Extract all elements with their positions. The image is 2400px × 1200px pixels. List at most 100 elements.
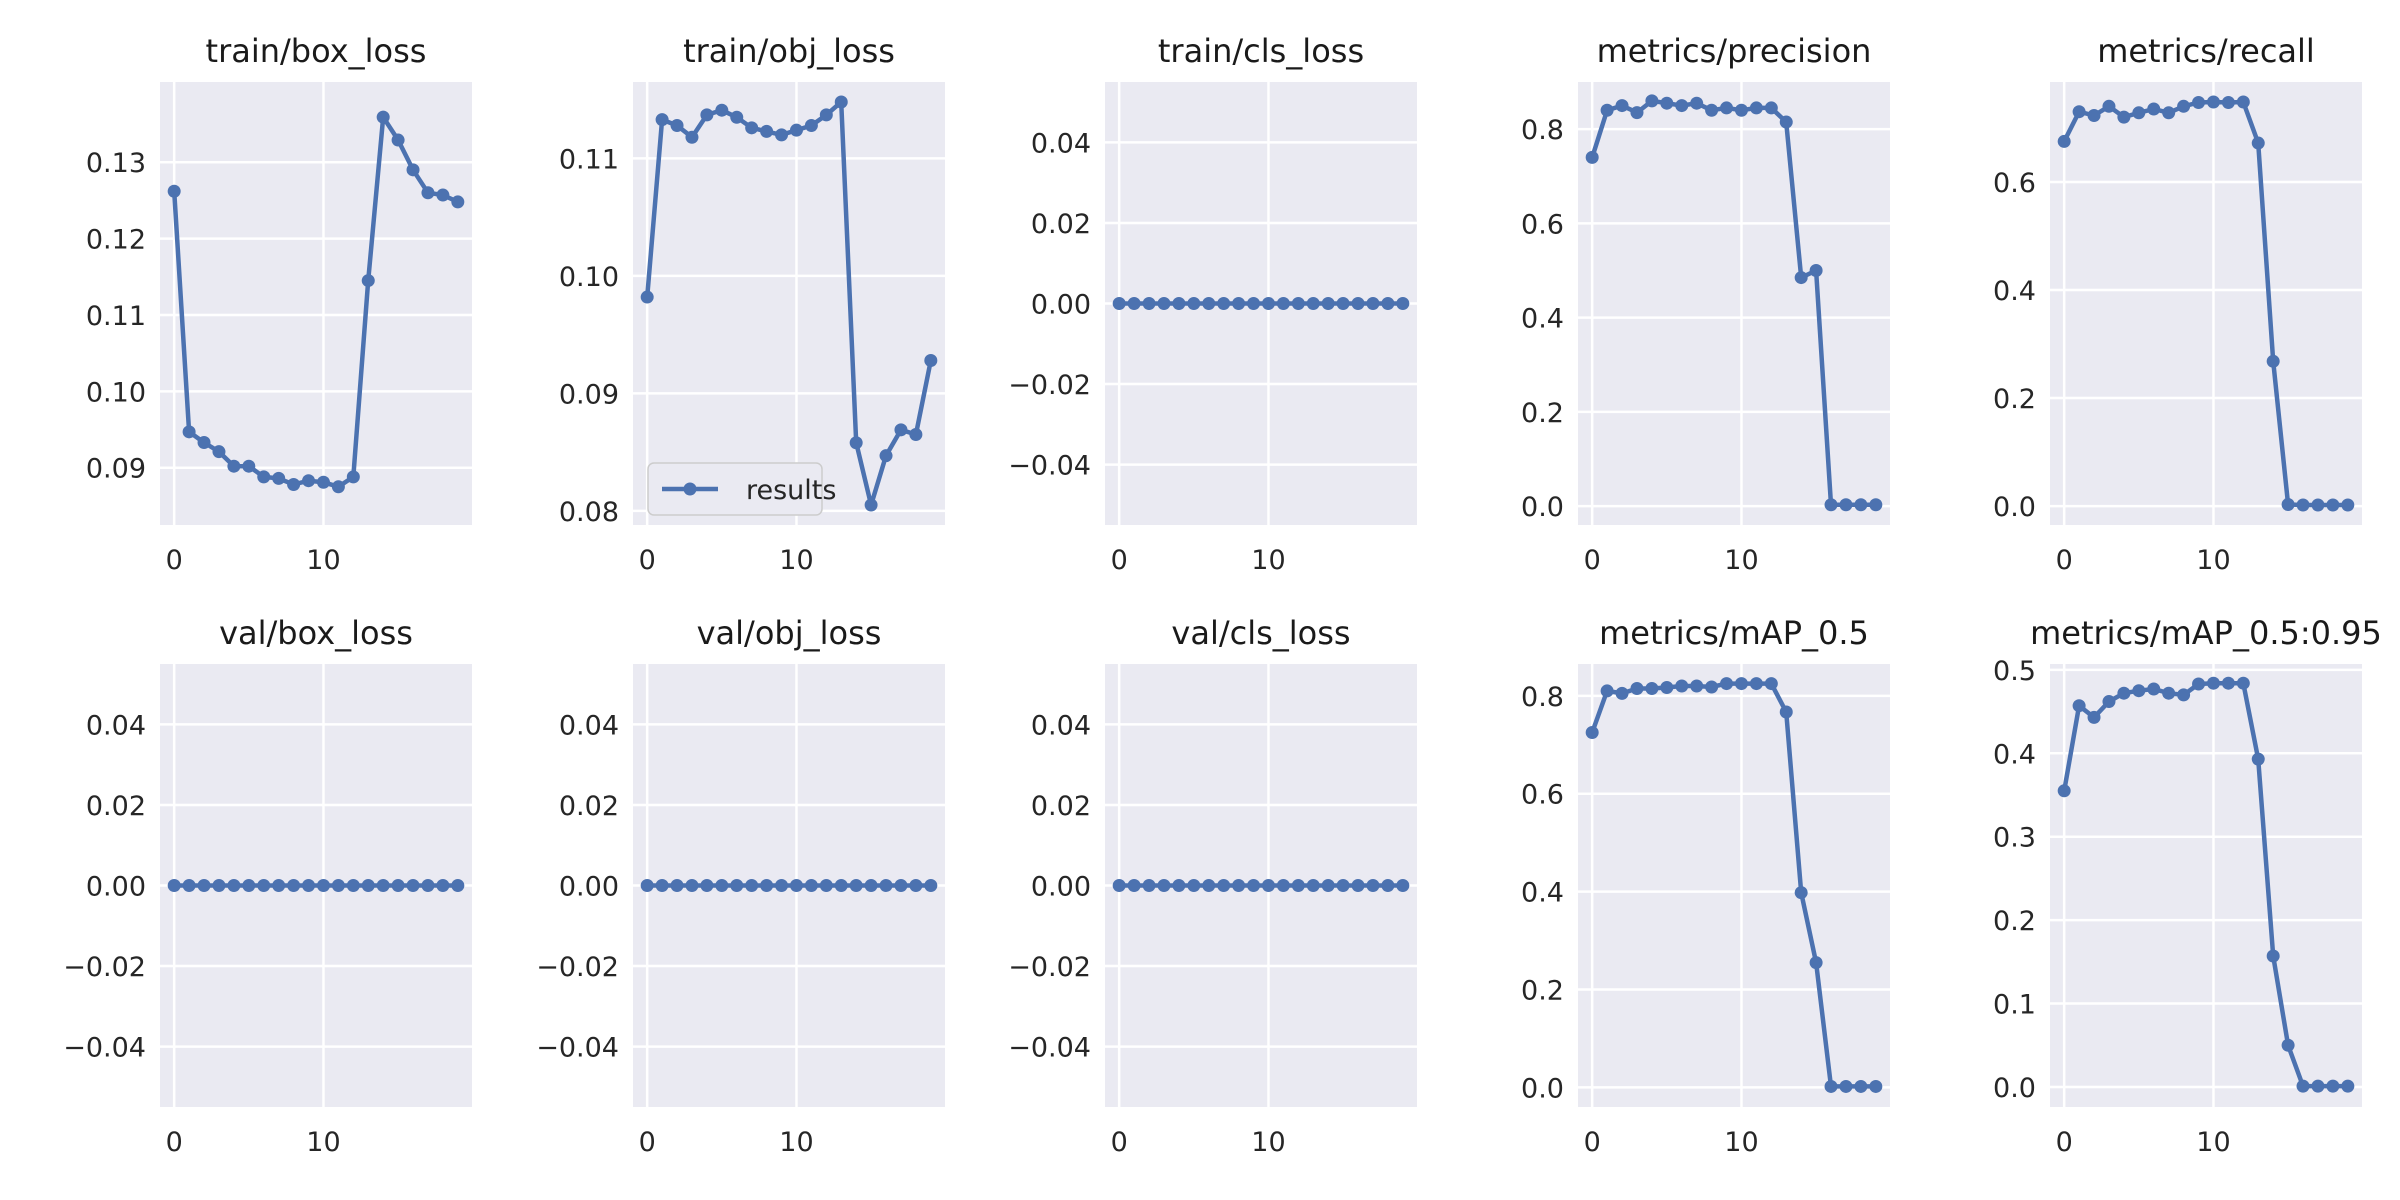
- data-point: [2251, 752, 2265, 766]
- data-point: [1396, 879, 1410, 892]
- data-point: [700, 879, 714, 892]
- data-point: [2177, 688, 2191, 702]
- data-point: [1585, 726, 1599, 740]
- data-point: [1869, 1079, 1883, 1093]
- data-point: [1276, 879, 1290, 892]
- data-point: [2117, 686, 2131, 700]
- data-point: [451, 195, 465, 209]
- y-tick-label: 0.12: [86, 225, 146, 256]
- data-point: [2206, 676, 2220, 690]
- data-point: [1217, 297, 1231, 310]
- data-point: [1127, 297, 1141, 310]
- data-point: [1705, 680, 1719, 694]
- data-point: [1720, 677, 1734, 691]
- data-point: [894, 879, 908, 892]
- data-point: [819, 108, 833, 122]
- data-point: [2132, 106, 2146, 120]
- data-point: [730, 879, 744, 892]
- data-point: [1232, 879, 1246, 892]
- data-point: [1660, 96, 1674, 110]
- data-point: [909, 428, 923, 442]
- y-tick-label: 0.2: [1521, 398, 1564, 429]
- data-point: [242, 459, 256, 473]
- plot-area: [2050, 82, 2362, 525]
- y-tick-label: −0.04: [536, 1033, 619, 1064]
- data-point: [302, 474, 316, 488]
- data-point: [287, 879, 301, 892]
- data-point: [2177, 99, 2191, 113]
- data-point: [924, 879, 938, 892]
- x-tick-label: 10: [2196, 1127, 2230, 1158]
- data-point: [1749, 677, 1763, 691]
- data-point: [2162, 686, 2176, 700]
- data-point: [2221, 96, 2235, 110]
- data-point: [2281, 497, 2295, 511]
- data-point: [2102, 695, 2116, 709]
- data-point: [1660, 680, 1674, 694]
- data-point: [700, 108, 714, 122]
- y-tick-label: 0.2: [1993, 906, 2036, 937]
- plot-area: [160, 82, 472, 525]
- data-point: [1157, 879, 1171, 892]
- data-point: [1690, 96, 1704, 110]
- x-tick-label: 0: [166, 1127, 183, 1158]
- data-point: [406, 879, 420, 892]
- y-tick-label: 0.02: [86, 791, 146, 822]
- x-tick-label: 0: [639, 1127, 656, 1158]
- x-tick-label: 0: [1111, 545, 1128, 576]
- data-point: [1764, 677, 1778, 691]
- plot-area: [2050, 664, 2362, 1107]
- data-point: [640, 879, 654, 892]
- data-point: [1142, 879, 1156, 892]
- data-point: [670, 879, 684, 892]
- data-point: [1291, 879, 1305, 892]
- subplot-4: metrics/recall 0 10 0.0 0.2 0.4 0.6: [1993, 32, 2362, 576]
- y-tick-label: 0.6: [1521, 780, 1564, 811]
- subplot-title: val/box_loss: [219, 614, 413, 652]
- data-point: [331, 480, 345, 494]
- data-point: [1839, 498, 1853, 512]
- y-tick-label: 0.4: [1521, 304, 1564, 335]
- data-point: [1172, 297, 1186, 310]
- data-point: [257, 470, 271, 484]
- data-point: [1854, 498, 1868, 512]
- legend-box: [647, 462, 823, 516]
- subplot-title: train/box_loss: [206, 32, 427, 70]
- data-point: [670, 118, 684, 132]
- data-point: [1734, 677, 1748, 691]
- x-tick-label: 10: [1251, 545, 1285, 576]
- x-tick-label: 0: [1111, 1127, 1128, 1158]
- data-point: [685, 879, 699, 892]
- data-point: [1749, 101, 1763, 115]
- data-point: [909, 879, 923, 892]
- y-tick-label: 0.4: [1993, 739, 2036, 770]
- y-tick-label: 0.6: [1993, 168, 2036, 199]
- y-tick-label: −0.04: [1008, 1033, 1091, 1064]
- y-tick-label: 0.6: [1521, 209, 1564, 240]
- data-point: [227, 879, 241, 892]
- data-point: [1734, 103, 1748, 117]
- data-point: [1321, 297, 1335, 310]
- data-point: [1839, 1079, 1853, 1093]
- data-point: [391, 879, 405, 892]
- data-point: [775, 879, 789, 892]
- data-point: [361, 879, 375, 892]
- data-point: [436, 188, 450, 202]
- data-point: [421, 186, 435, 200]
- data-point: [2072, 105, 2086, 119]
- y-tick-label: 0.0: [1993, 1073, 2036, 1104]
- data-point: [2296, 1079, 2310, 1093]
- y-tick-label: 0.13: [86, 148, 146, 179]
- data-point: [1809, 956, 1823, 970]
- data-point: [1127, 879, 1141, 892]
- data-point: [242, 879, 256, 892]
- data-point: [167, 879, 181, 892]
- y-tick-label: 0.04: [1031, 710, 1091, 741]
- data-point: [1336, 879, 1350, 892]
- data-point: [715, 103, 729, 117]
- data-point: [2192, 677, 2206, 691]
- data-point: [1675, 99, 1689, 113]
- data-point: [1112, 297, 1126, 310]
- data-point: [2341, 1079, 2355, 1093]
- data-point: [1366, 879, 1380, 892]
